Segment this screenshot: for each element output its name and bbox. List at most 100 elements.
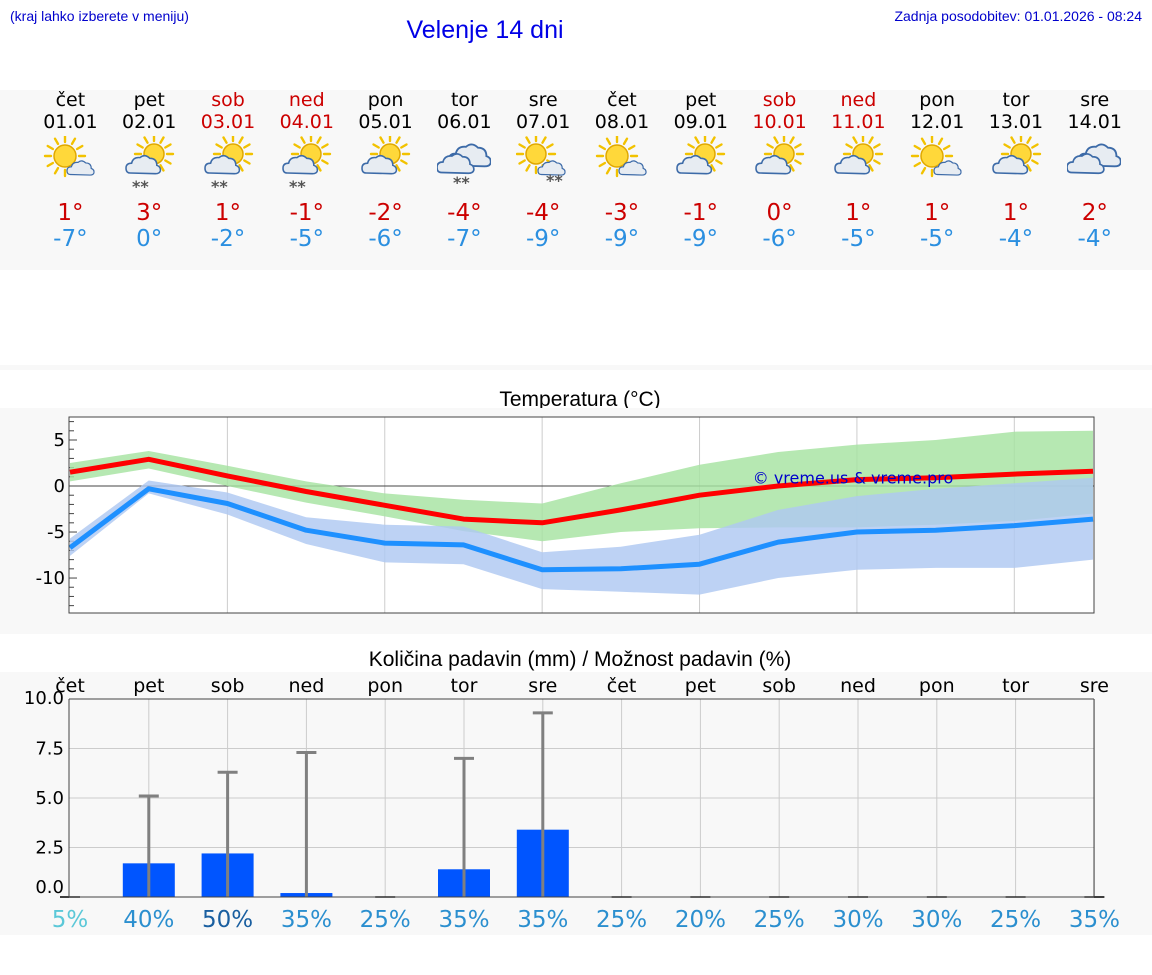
day-date: 09.01 [673,111,728,133]
cloud-snow-icon: ** [125,136,174,190]
precip-tick-label: 10.0 [24,688,64,709]
day-name: tor [450,89,478,111]
max-temperature: 1° [845,200,872,226]
day-name: ned [288,89,325,111]
temp-plot-frame [68,416,1095,614]
temp-line-min [68,486,1094,573]
cloud-sun-icon [991,136,1041,175]
precip-chance-label: 20% [675,907,726,933]
temp-band-min [70,477,1093,595]
min-temperature: -7° [447,226,482,252]
precip-day-label: ned [840,675,876,697]
temp-tick-label: -5 [47,522,65,543]
day-name: sob [762,89,797,111]
temp-line-max [69,456,1094,526]
cloud-sun-icon [834,136,884,175]
page-title: Velenje 14 dni [406,16,564,44]
forecast-day: tor 06.01 ** -4° -7° [425,90,504,270]
max-temperature: 3° [136,200,163,226]
forecast-day: pet 09.01 -1° -9° [661,90,740,270]
svg-text:**: ** [546,171,563,190]
temp-tick-label: -10 [36,568,65,589]
min-temperature: -2° [210,226,246,252]
day-date: 10.01 [752,111,807,133]
max-temperature: 1° [214,200,242,226]
forecast-day: ned 11.01 1° -5° [819,90,898,270]
min-temperature: -7° [53,226,88,252]
svg-text:**: ** [289,177,306,190]
precip-chance-label: 30% [911,907,962,933]
forecast-day: pon 05.01 -2° -6° [346,90,425,270]
precip-day-label: čet [607,675,637,697]
forecast-day: sre 14.01 2° -4° [1055,90,1134,270]
precip-tick-label: 0.0 [35,877,64,898]
day-name: pet [133,89,165,111]
daily-forecast-strip: čet 01.01 1° -7° pet 02.01 ** 3° 0° sob 03.01 ** 1° -… [0,90,1152,270]
forecast-day: tor 13.01 1° -4° [977,90,1056,270]
precip-chance-label: 25% [990,907,1041,933]
temperature-chart: 5 0 -5 -10 © vreme.us & vreme.pro [0,408,1152,634]
precip-day-label: ned [289,675,325,697]
temperature-chart-title: Temperatura (°C) [499,388,661,411]
max-temperature: 1° [924,200,951,226]
svg-text:**: ** [453,173,470,190]
cloudy-icon [1067,143,1122,175]
forecast-day: sob 10.01 0° -6° [740,90,819,270]
max-temperature: 1° [57,200,84,226]
precipitation-chart-title: Količina padavin (mm) / Možnost padavin … [368,648,792,671]
cloud-sun-icon [755,136,805,175]
min-temperature: 0° [136,226,163,252]
max-temperature: 1° [1002,200,1030,226]
precip-day-label: pet [133,675,164,697]
min-temperature: -5° [841,226,876,252]
day-date: 05.01 [358,111,413,133]
min-temperature: -5° [289,226,324,252]
precip-day-label: pon [919,675,955,697]
max-temperature: -1° [683,200,718,226]
svg-text:**: ** [132,177,149,190]
precip-chance-label: 35% [1069,907,1120,933]
forecast-day: čet 01.01 1° -7° [31,90,110,270]
temp-tick-label: 5 [54,430,65,451]
cloud-snow-icon: ** [203,136,253,190]
day-date: 01.01 [43,111,98,133]
precip-chance-label: 35% [438,907,489,933]
watermark: © vreme.us & vreme.pro [753,468,954,487]
min-temperature: -6° [762,226,797,252]
sun-cloud-snow-icon: ** [515,136,566,190]
day-name: pon [919,89,956,111]
day-date: 02.01 [121,111,177,133]
forecast-day: ned 04.01 ** -1° -5° [267,90,346,270]
forecast-day: čet 08.01 -3° -9° [583,90,662,270]
precip-day-label: sre [1080,675,1109,697]
sun-cloud-icon [595,136,647,178]
precip-chance-label: 25% [596,907,647,933]
location-hint: (kraj lahko izberete v meniju) [10,8,189,24]
precip-day-label: sob [762,675,796,697]
min-temperature: -9° [683,226,718,252]
cloud-snow-icon: ** [282,136,332,190]
forecast-day: pon 12.01 1° -5° [898,90,977,270]
day-name: sre [1080,89,1110,111]
min-temperature: -5° [919,226,955,252]
forecast-day: sre 07.01 ** -4° -9° [504,90,583,270]
day-name: čet [607,89,637,111]
day-name: čet [55,89,86,111]
min-temperature: -9° [525,226,561,252]
forecast-day: sob 03.01 ** 1° -2° [189,90,268,270]
precip-day-label: pon [367,675,403,697]
day-name: tor [1002,89,1030,111]
min-temperature: -4° [1077,226,1112,252]
precipitation-chart: čet pet sob ned pon tor sre čet pet sob ned pon tor s… [0,672,1152,935]
precip-tick-label: 2.5 [35,838,64,859]
sun-cloud-icon [910,136,962,178]
precip-chance-label: 25% [360,907,411,933]
precip-chance-label: 30% [832,907,883,933]
day-date: 06.01 [437,111,492,133]
day-name: ned [840,89,877,111]
max-temperature: -2° [368,200,403,226]
day-date: 12.01 [909,111,965,133]
svg-text:**: ** [211,177,228,190]
day-name: sob [211,89,245,111]
cloud-sun-icon [676,136,726,175]
